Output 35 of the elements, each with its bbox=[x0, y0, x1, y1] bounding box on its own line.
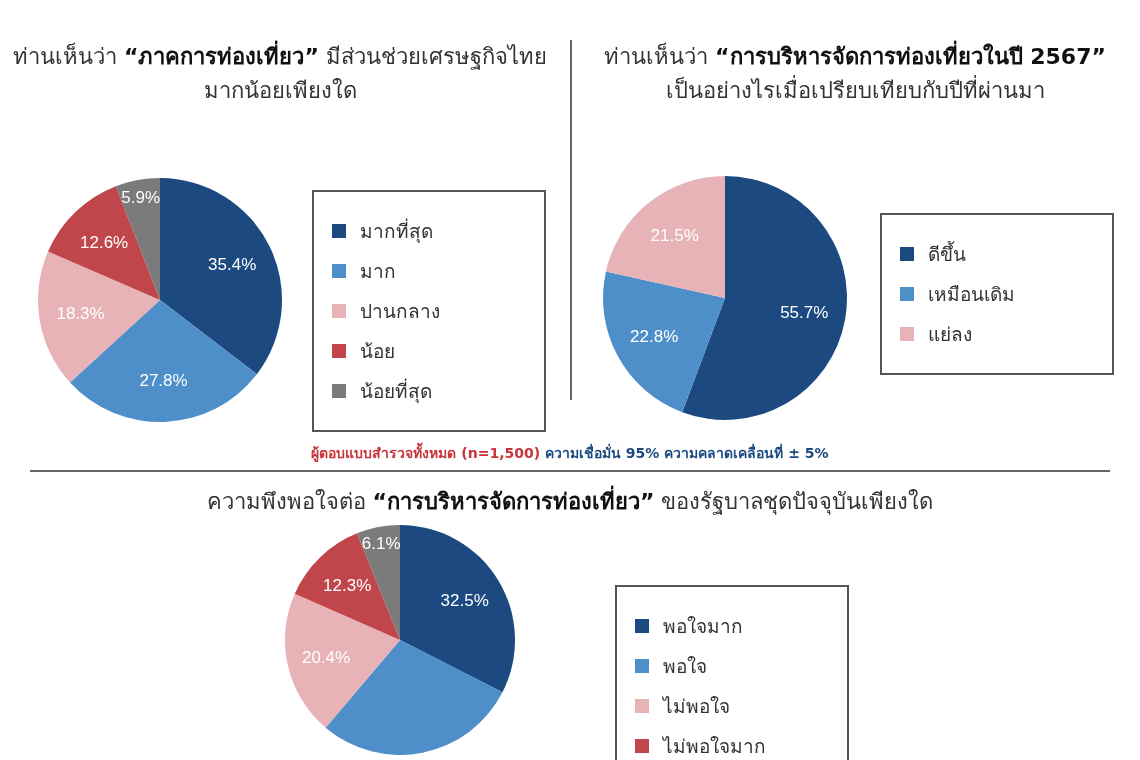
legend-label: ไม่พอใจมาก bbox=[661, 734, 767, 759]
data-label: 5.9% bbox=[121, 187, 161, 207]
data-label: 21.5% bbox=[650, 226, 699, 246]
legend-label: เหมือนเดิม bbox=[927, 282, 1016, 307]
data-label: 55.7% bbox=[780, 303, 829, 323]
data-label: 35.4% bbox=[208, 255, 257, 275]
chart-title: ความพึงพอใจต่อ “การบริหารจัดการท่องเที่ยว” ของรัฐบาลชุดปัจจุบันเพียงใด bbox=[205, 485, 935, 517]
legend-label: มาก bbox=[359, 259, 397, 284]
legend-label: พอใจมาก bbox=[662, 614, 744, 639]
legend-label: น้อยที่สุด bbox=[359, 377, 433, 405]
legend-label: มากที่สุด bbox=[359, 217, 434, 245]
pie-slice bbox=[160, 178, 282, 375]
data-label: 6.1% bbox=[361, 533, 401, 553]
data-label: 18.3% bbox=[56, 304, 105, 324]
data-label: 12.3% bbox=[323, 576, 372, 596]
legend-label: ปานกลาง bbox=[359, 299, 441, 324]
chart-title: ท่านเห็นว่า “การบริหารจัดการท่องเที่ยวในปี 2567” เป็นอย่างไรเมื่อเปรียบเทียบกับปีที่ผ่านมา bbox=[603, 40, 1107, 105]
pie-slice bbox=[400, 525, 515, 693]
pie-slice bbox=[285, 593, 400, 728]
data-label: 22.8% bbox=[630, 327, 679, 347]
legend-label: น้อย bbox=[359, 339, 396, 364]
pie-slice bbox=[48, 186, 160, 300]
data-label: 27.8% bbox=[139, 371, 188, 391]
data-label: 32.5% bbox=[440, 591, 489, 611]
legend-label: แย่ลง bbox=[927, 322, 973, 347]
chart-title: ท่านเห็นว่า “ภาคการท่องเที่ยว” มีส่วนช่วยเศรษฐกิจไทยมากน้อยเพียงใด bbox=[12, 40, 548, 105]
legend-label: ไม่พอใจ bbox=[661, 694, 731, 719]
pie-slice bbox=[294, 533, 400, 640]
text: ความเชื่อมั่น 95% ความคลาดเคลื่อนที่ ± 5% bbox=[545, 445, 829, 461]
data-label: 20.4% bbox=[301, 648, 351, 668]
data-label: 12.6% bbox=[80, 233, 129, 252]
pie-slice bbox=[603, 271, 725, 413]
legend-label: ดีขึ้น bbox=[927, 240, 967, 267]
legend-label: พอใจ bbox=[662, 654, 708, 679]
pie-slice bbox=[605, 176, 725, 298]
